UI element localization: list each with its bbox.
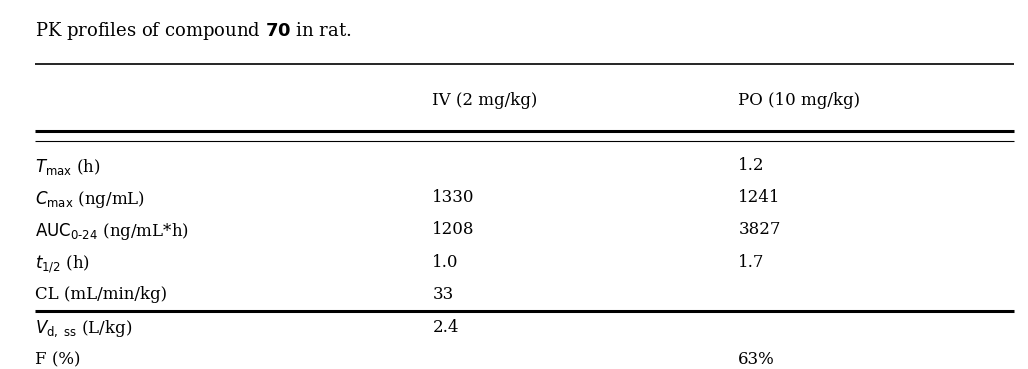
Text: 1241: 1241 [738, 189, 781, 206]
Text: 1208: 1208 [433, 221, 475, 238]
Text: 63%: 63% [738, 351, 775, 368]
Text: 1330: 1330 [433, 189, 475, 206]
Text: 2.4: 2.4 [433, 318, 458, 335]
Text: F (%): F (%) [35, 351, 80, 368]
Text: $C_{\mathrm{max}}$ (ng/mL): $C_{\mathrm{max}}$ (ng/mL) [35, 189, 145, 210]
Text: 33: 33 [433, 286, 453, 303]
Text: $V_{\mathrm{d,\ ss}}$ (L/kg): $V_{\mathrm{d,\ ss}}$ (L/kg) [35, 318, 133, 339]
Text: 3827: 3827 [738, 221, 781, 238]
Text: $T_{\mathrm{max}}$ (h): $T_{\mathrm{max}}$ (h) [35, 157, 101, 177]
Text: CL (mL/min/kg): CL (mL/min/kg) [35, 286, 167, 303]
Text: 1.7: 1.7 [738, 254, 765, 271]
Text: 1.2: 1.2 [738, 157, 765, 174]
Text: $\mathrm{AUC}_{0\text{-}24}$ (ng/mL*h): $\mathrm{AUC}_{0\text{-}24}$ (ng/mL*h) [35, 221, 189, 242]
Text: PK profiles of compound $\mathbf{70}$ in rat.: PK profiles of compound $\mathbf{70}$ in… [35, 20, 352, 42]
Text: PO (10 mg/kg): PO (10 mg/kg) [738, 92, 860, 109]
Text: 1.0: 1.0 [433, 254, 458, 271]
Text: $t_{1/2}$ (h): $t_{1/2}$ (h) [35, 254, 89, 275]
Text: IV (2 mg/kg): IV (2 mg/kg) [433, 92, 538, 109]
